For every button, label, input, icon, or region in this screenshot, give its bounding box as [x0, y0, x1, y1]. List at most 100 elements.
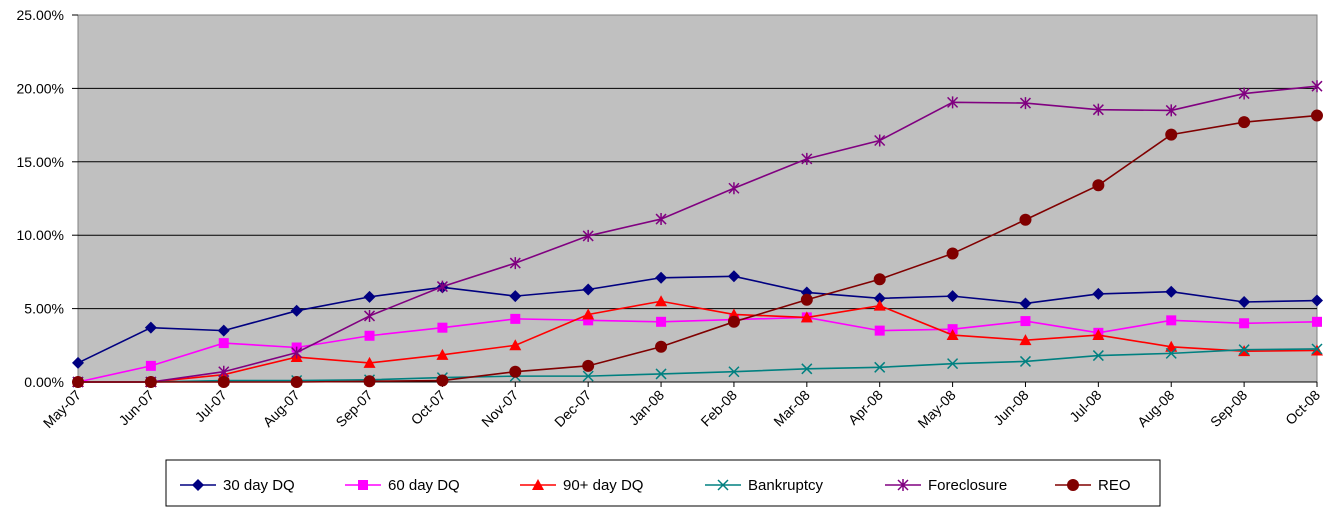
data-point [655, 368, 667, 380]
x-tick-label: Aug-08 [1134, 387, 1177, 430]
data-point [727, 315, 740, 328]
legend-label: 30 day DQ [223, 477, 295, 494]
series-line [78, 348, 1318, 383]
x-tick-label: May-07 [40, 387, 84, 431]
legend-label: Foreclosure [928, 477, 1007, 494]
x-tick-label: Jan-08 [626, 387, 668, 429]
data-point [874, 134, 886, 147]
y-tick-label: 15.00% [17, 154, 64, 170]
series-line [78, 114, 1318, 383]
data-point [218, 365, 230, 378]
legend-label: 60 day DQ [388, 477, 460, 494]
data-point [1311, 109, 1323, 122]
data-point [1092, 103, 1104, 116]
data-point [946, 329, 959, 341]
y-axis-tick-labels: 0.00% 5.00% 10.00% 15.00% 20.00% 25.00% [17, 7, 64, 390]
data-point [1165, 104, 1177, 117]
x-tick-label: Jul-07 [192, 387, 230, 425]
data-point [946, 290, 959, 303]
x-tick-label: Dec-07 [551, 387, 594, 430]
data-point [655, 271, 668, 284]
data-point [583, 315, 594, 326]
data-point [874, 325, 885, 336]
data-point [582, 308, 595, 320]
data-point [1312, 316, 1322, 327]
data-point [218, 338, 229, 349]
data-point [437, 322, 448, 333]
data-point [873, 299, 886, 311]
data-point [1092, 329, 1105, 341]
legend-label: Bankruptcy [748, 477, 824, 494]
data-point [1165, 347, 1177, 359]
legend-label: 90+ day DQ [563, 477, 643, 494]
data-point [1238, 116, 1251, 129]
data-point [1238, 295, 1251, 308]
data-point [1311, 80, 1323, 93]
data-point [144, 376, 157, 388]
data-point [582, 359, 595, 372]
data-point [436, 348, 449, 360]
data-point [509, 365, 522, 378]
legend-item: 60 day DQ [345, 477, 460, 494]
data-point [728, 182, 740, 195]
data-point [72, 376, 84, 388]
data-point [364, 330, 375, 341]
data-point [1092, 350, 1104, 362]
legend-item: Foreclosure [885, 477, 1007, 494]
data-point [873, 292, 886, 305]
data-point [1092, 179, 1105, 192]
series-reo [72, 109, 1323, 388]
data-point [363, 356, 376, 368]
data-point [1238, 87, 1250, 100]
data-point [874, 361, 886, 373]
legend-marker [897, 479, 909, 491]
data-point [1019, 334, 1032, 346]
x-tick-label: Jun-08 [990, 387, 1032, 429]
x-tick-label: Sep-07 [332, 387, 375, 430]
x-tick-label: Feb-08 [697, 387, 740, 430]
data-point [582, 229, 594, 242]
series-30-day-dq [72, 270, 1323, 369]
y-tick-label: 0.00% [24, 374, 64, 390]
data-point [291, 346, 303, 359]
data-point [1019, 297, 1032, 310]
data-point [510, 313, 521, 324]
data-point [728, 366, 740, 378]
data-point [1166, 315, 1177, 326]
legend-item: 90+ day DQ [520, 477, 643, 494]
data-point [1092, 287, 1105, 300]
x-tick-label: Oct-07 [408, 387, 449, 428]
series-foreclosure [72, 80, 1323, 388]
data-point [801, 152, 813, 165]
data-point [1239, 318, 1250, 329]
series-line [77, 275, 1318, 364]
y-tick-label: 10.00% [17, 227, 64, 243]
data-point [582, 370, 594, 382]
data-point [656, 316, 667, 327]
data-point [1019, 355, 1032, 367]
legend-marker [358, 480, 368, 490]
data-point [655, 295, 668, 307]
data-point [1311, 294, 1323, 307]
data-point [1019, 97, 1032, 110]
x-tick-label: Mar-08 [770, 387, 813, 430]
data-point [655, 340, 668, 353]
x-tick-label: Aug-07 [260, 387, 303, 430]
data-point [436, 280, 448, 293]
data-point [582, 283, 595, 296]
series-line [77, 316, 1318, 383]
data-point [509, 339, 522, 351]
data-point [363, 375, 376, 388]
legend-marker [717, 479, 729, 491]
data-point [363, 290, 376, 303]
data-point [145, 360, 156, 371]
x-tick-label: Jul-08 [1066, 387, 1104, 425]
legend-marker [192, 479, 204, 491]
data-point [144, 321, 157, 334]
y-tick-label: 25.00% [17, 7, 64, 23]
legend-label: REO [1098, 477, 1131, 494]
data-point [436, 374, 449, 387]
data-point [1165, 285, 1178, 298]
legend-marker [1067, 479, 1079, 491]
